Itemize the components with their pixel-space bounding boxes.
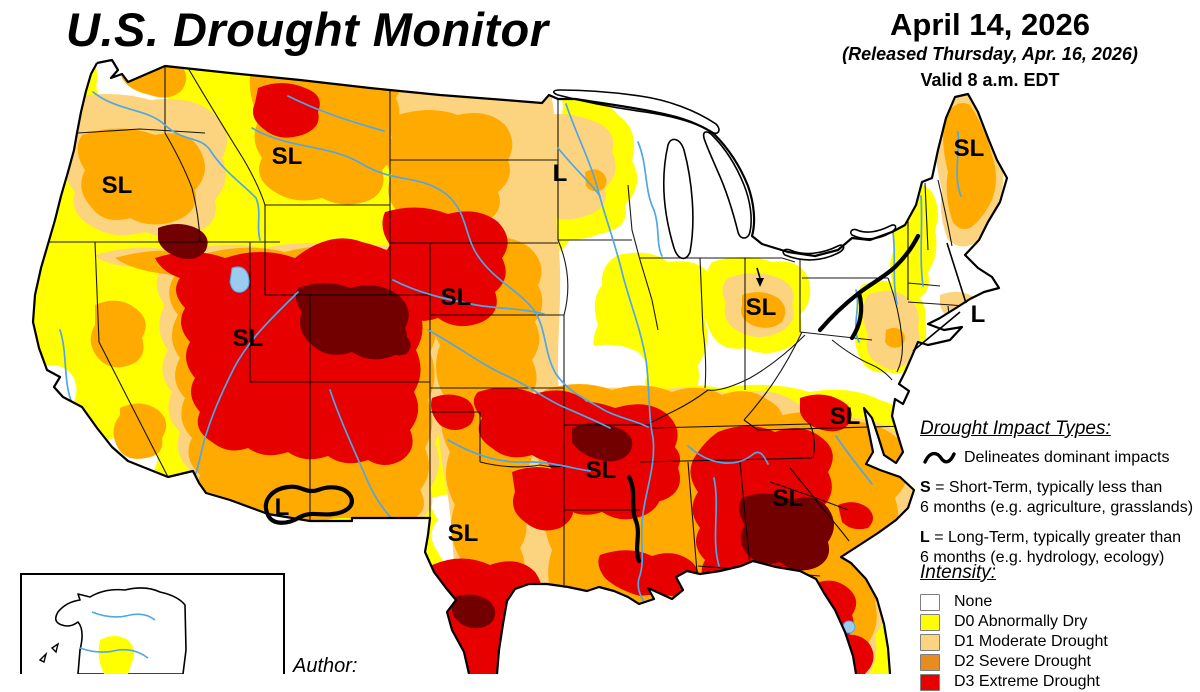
- intensity-label: D0 Abnormally Dry: [954, 613, 1088, 630]
- map-impact-label: SL: [441, 284, 472, 311]
- short-term-definition: S = Short-Term, typically less than 6 mo…: [920, 478, 1195, 518]
- alaska-inset: [20, 573, 285, 674]
- map-impact-label: SL: [233, 325, 264, 352]
- author-label: Author:: [293, 655, 358, 677]
- map-impact-label: SL: [773, 485, 804, 512]
- impact-delineation-lines: [263, 233, 921, 564]
- release-date: (Released Thursday, Apr. 16, 2026): [842, 44, 1138, 64]
- page-title: U.S. Drought Monitor: [66, 3, 549, 56]
- long-term-line2: 6 months (e.g. hydrology, ecology): [920, 549, 1165, 566]
- map-impact-label: L: [553, 160, 568, 187]
- map-impact-label: SL: [586, 457, 617, 484]
- state-borders: [33, 62, 967, 585]
- long-term-definition: L = Long-Term, typically greater than 6 …: [920, 528, 1195, 568]
- intensity-swatch: [920, 653, 940, 671]
- map-impact-label: SL: [272, 143, 303, 170]
- conus-outline: [31, 58, 1009, 674]
- intensity-rows: None D0 Abnormally Dry D1 Moderate Drought…: [920, 592, 1195, 692]
- intensity-swatch: [920, 613, 940, 631]
- map-impact-label: SL: [830, 403, 861, 430]
- valid-time: Valid 8 a.m. EDT: [920, 70, 1060, 90]
- intensity-swatch: [920, 633, 940, 651]
- map-impact-label: L: [275, 494, 290, 521]
- intensity-label: D3 Extreme Drought: [954, 673, 1100, 690]
- small-arrow-marker: [756, 267, 764, 287]
- intensity-swatch: [920, 673, 940, 691]
- intensity-legend-item: D2 Severe Drought: [920, 652, 1195, 672]
- delineates-row: Delineates dominant impacts: [922, 448, 1195, 468]
- squiggle-line-icon: [923, 451, 956, 464]
- intensity-swatch: [920, 593, 940, 611]
- d4-exceptional-drought-areas: [158, 224, 834, 629]
- long-term-letter: L: [920, 529, 930, 546]
- impact-types-heading: Drought Impact Types:: [920, 418, 1111, 439]
- intensity-legend: Intensity: None D0 Abnormally Dry D1 Moder…: [920, 562, 1195, 692]
- rivers: [59, 91, 962, 607]
- map-impact-label: SL: [746, 294, 777, 321]
- map-impact-label: SL: [102, 172, 133, 199]
- map-impact-label: SL: [954, 135, 985, 162]
- map-date: April 14, 2026: [890, 7, 1090, 42]
- map-impact-label: SL: [448, 520, 479, 547]
- intensity-label: D1 Moderate Drought: [954, 633, 1108, 650]
- long-term-line1: = Long-Term, typically greater than: [934, 529, 1182, 546]
- label-callout-lines: [912, 242, 967, 352]
- intensity-label: D2 Severe Drought: [954, 653, 1091, 670]
- intensity-heading: Intensity:: [920, 562, 997, 583]
- impact-types-legend: Drought Impact Types: Delineates dominan…: [920, 418, 1195, 568]
- intensity-label: None: [954, 593, 993, 610]
- intensity-legend-item: D0 Abnormally Dry: [920, 612, 1195, 632]
- date-block: April 14, 2026 (Released Thursday, Apr. …: [800, 8, 1180, 91]
- intensity-legend-item: D3 Extreme Drought: [920, 672, 1195, 692]
- great-lakes: [552, 89, 897, 261]
- intensity-legend-item: None: [920, 592, 1195, 612]
- short-term-line2: 6 months (e.g. agriculture, grasslands): [920, 499, 1194, 516]
- short-term-letter: S: [920, 479, 931, 496]
- intensity-legend-item: D1 Moderate Drought: [920, 632, 1195, 652]
- short-term-line1: = Short-Term, typically less than: [935, 479, 1163, 496]
- map-impact-label: L: [971, 301, 986, 328]
- delineates-label: Delineates dominant impacts: [964, 449, 1170, 466]
